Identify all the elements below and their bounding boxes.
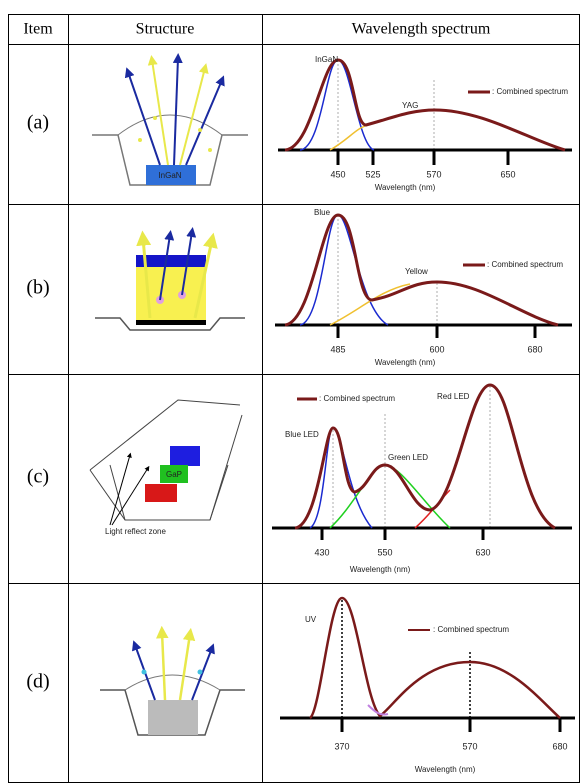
axis-label: Wavelength (nm): [375, 183, 436, 192]
legend-label: : Combined spectrum: [319, 394, 395, 403]
tick-label: 485: [330, 344, 345, 354]
tick-label: 650: [500, 169, 515, 179]
tick-label: 680: [527, 344, 542, 354]
tick-label: 680: [552, 741, 567, 751]
spectrum-a: [278, 58, 572, 165]
item-label: (b): [26, 277, 49, 299]
header-item: Item: [23, 21, 53, 38]
structure-a: [92, 53, 248, 186]
structure-label: InGaN: [158, 171, 181, 180]
legend-label: : Combined spectrum: [487, 260, 563, 269]
structure-label: Light reflect zone: [105, 527, 166, 536]
tick-label: 450: [330, 169, 345, 179]
header-structure: Structure: [136, 21, 195, 38]
axis-label: Wavelength (nm): [350, 565, 411, 574]
tick-label: 630: [475, 547, 490, 557]
tick-label: 525: [365, 169, 380, 179]
legend-label: : Combined spectrum: [433, 625, 509, 634]
spectrum-b: [275, 213, 572, 338]
tick-label: 570: [426, 169, 441, 179]
tick-label: 600: [429, 344, 444, 354]
structure-d: [100, 625, 245, 736]
header-spectrum: Wavelength spectrum: [352, 21, 491, 38]
peak-label: Blue: [314, 208, 331, 217]
peak-label: Blue LED: [285, 430, 319, 439]
item-label: (c): [27, 466, 49, 488]
axis-label: Wavelength (nm): [415, 765, 476, 774]
peak-label: UV: [305, 615, 317, 624]
structure-label: GaP: [166, 470, 182, 479]
peak-label: InGaN: [315, 55, 338, 64]
tick-label: 430: [314, 547, 329, 557]
axis-label: Wavelength (nm): [375, 358, 436, 367]
structure-c: [89, 399, 243, 526]
tick-label: 550: [377, 547, 392, 557]
spectrum-c: [272, 383, 572, 540]
item-label: (d): [26, 671, 49, 693]
structure-b: [95, 227, 245, 331]
spectrum-d: [280, 596, 575, 732]
legend-label: : Combined spectrum: [492, 87, 568, 96]
peak-label: Red LED: [437, 392, 470, 401]
peak-label: Yellow: [405, 267, 428, 276]
tick-label: 570: [462, 741, 477, 751]
peak-label: YAG: [402, 101, 418, 110]
item-label: (a): [27, 112, 49, 134]
peak-label: Green LED: [388, 453, 428, 462]
tick-label: 370: [334, 741, 349, 751]
